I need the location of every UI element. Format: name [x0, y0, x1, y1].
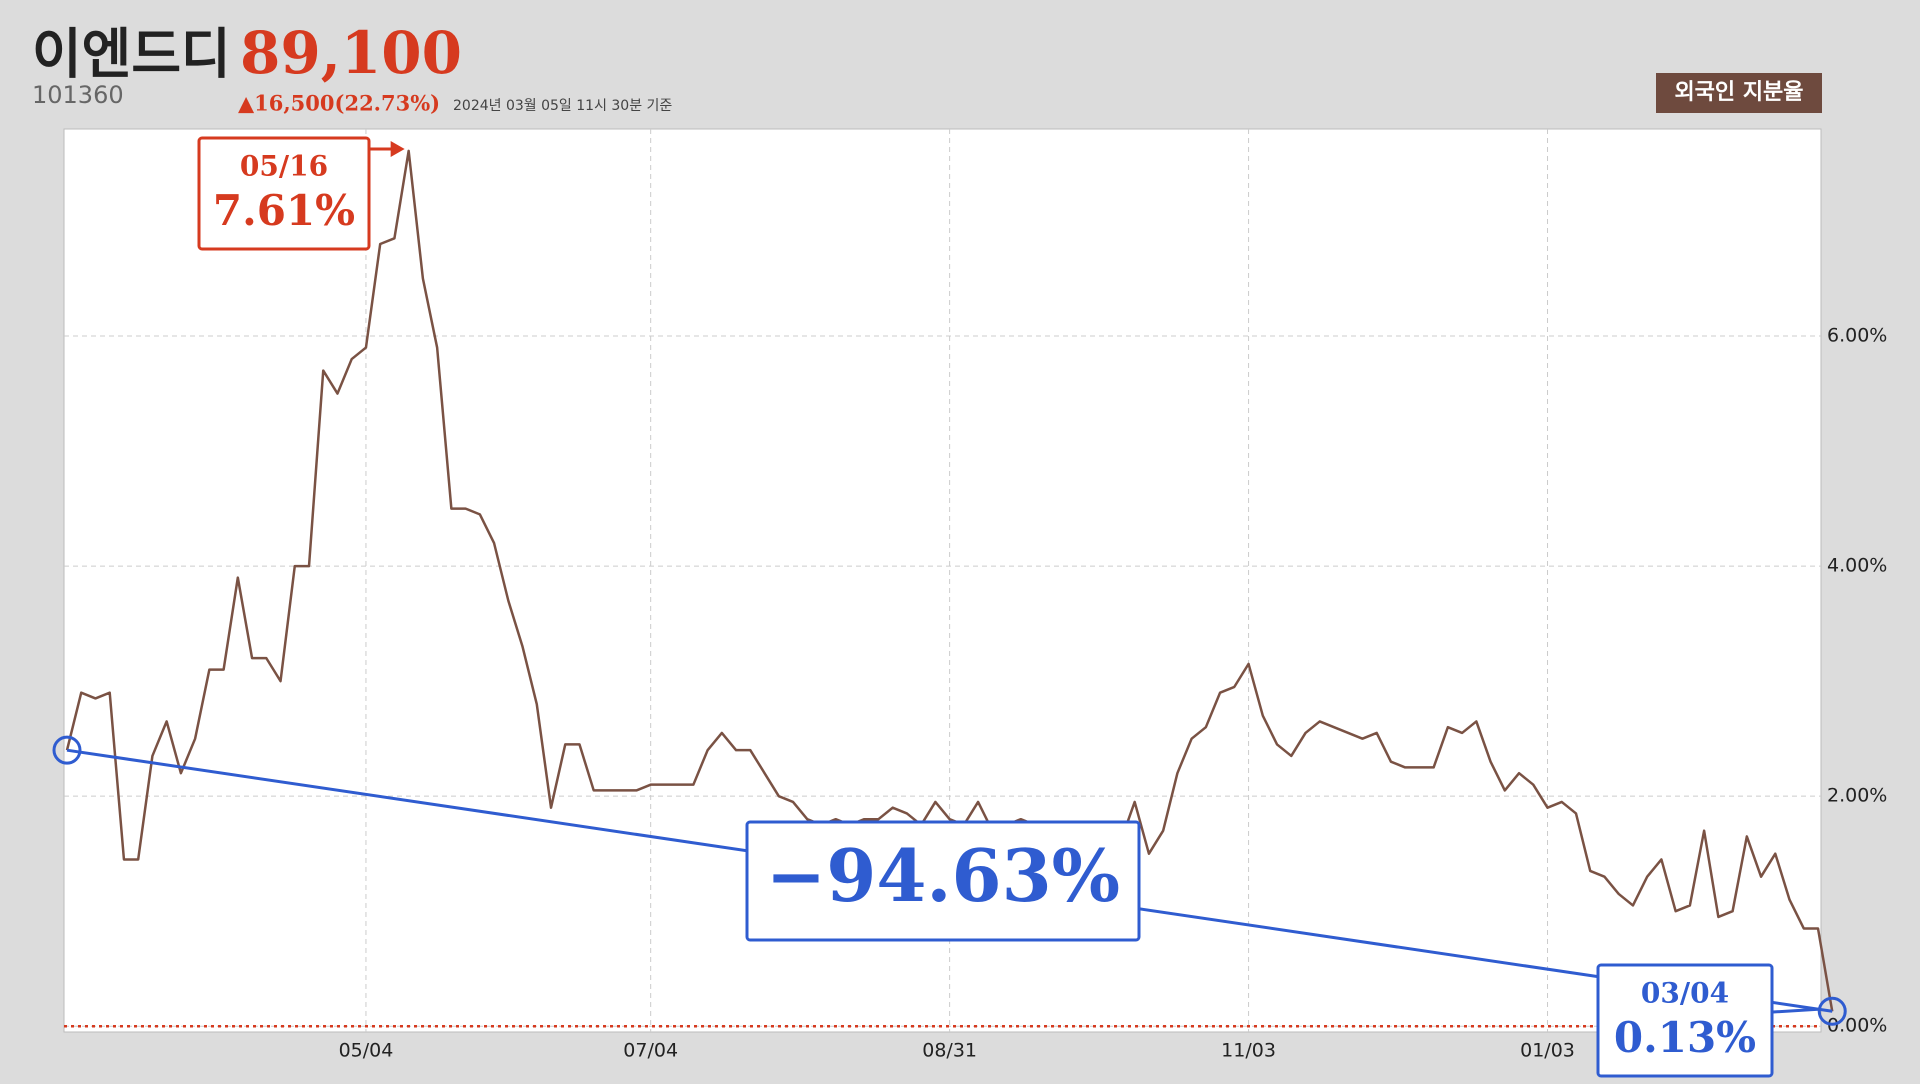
end-marker	[1817, 996, 1847, 1026]
x-tick-label: 01/03	[1520, 1040, 1575, 1062]
peak-arrowhead	[390, 141, 405, 157]
last-box	[1596, 963, 1774, 1078]
last-arrow	[1772, 1007, 1819, 1014]
x-tick-label: 08/31	[922, 1040, 977, 1062]
y-tick-label: 6.00%	[1827, 325, 1887, 347]
change-box	[745, 820, 1141, 942]
start-marker	[52, 735, 82, 765]
data-line	[65, 149, 1834, 1012]
peak-box	[197, 136, 371, 251]
price-change: ▲16,500(22.73%)	[238, 91, 440, 116]
y-tick-label: 4.00%	[1827, 555, 1887, 577]
badge	[1656, 73, 1822, 113]
change-label: −94.63%	[766, 833, 1120, 918]
x-tick-label: 11/03	[1221, 1040, 1276, 1062]
stock-price: 89,100	[240, 19, 462, 87]
stock-code: 101360	[32, 81, 124, 109]
y-tick-label: 2.00%	[1827, 785, 1887, 807]
x-tick-label: 07/04	[623, 1040, 678, 1062]
timestamp: 2024년 03월 05일 11시 30분 기준	[453, 98, 672, 114]
last-label: 0.13%	[1614, 1013, 1756, 1062]
x-tick-label: 05/04	[339, 1040, 394, 1062]
peak-label: 7.61%	[213, 186, 355, 235]
last-date: 03/04	[1641, 977, 1729, 1010]
y-tick-label: 0.00%	[1827, 1015, 1887, 1037]
badge-label: 외국인 지분율	[1674, 80, 1803, 105]
stock-name: 이엔드디	[32, 23, 231, 86]
peak-date: 05/16	[240, 150, 328, 183]
